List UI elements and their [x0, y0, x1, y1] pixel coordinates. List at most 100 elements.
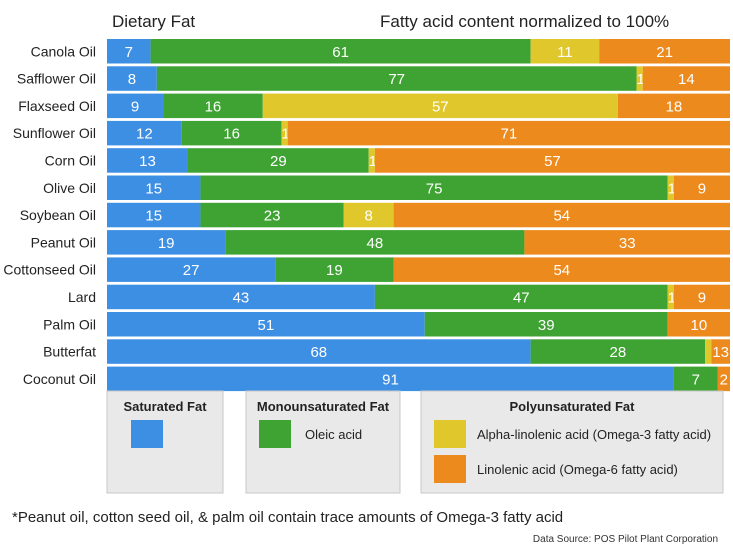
bar-segment	[667, 284, 674, 310]
data-label: 21	[656, 44, 673, 61]
chart-subtitle: Fatty acid content normalized to 100%	[380, 12, 669, 31]
bar-segment	[107, 148, 188, 173]
legend-swatch-oleic	[259, 420, 291, 448]
data-label: 1	[668, 180, 676, 197]
bar-segment	[262, 93, 618, 119]
bar-segment	[374, 284, 668, 310]
legend-group-title-polyunsaturated: Polyunsaturated Fat	[510, 399, 636, 414]
bar-segment	[368, 148, 375, 173]
category-label: Olive Oil	[43, 180, 96, 196]
data-label: 28	[610, 344, 627, 361]
bar-segment	[673, 284, 730, 310]
data-label: 68	[310, 344, 327, 361]
legend-group-title-saturated: Saturated Fat	[123, 399, 207, 414]
legend-swatch-omega3	[434, 420, 466, 448]
bar-segment	[107, 66, 157, 91]
bar-segment	[673, 175, 730, 200]
bar-segment	[107, 257, 276, 282]
data-label: 54	[553, 262, 570, 279]
data-label: 57	[544, 153, 561, 170]
footnote: *Peanut oil, cotton seed oil, & palm oil…	[12, 509, 563, 526]
legend-panel-saturated	[106, 390, 224, 494]
category-label: Palm Oil	[43, 316, 96, 332]
bar-segment	[163, 93, 263, 119]
bar-segment	[107, 366, 674, 392]
category-label: Safflower Oil	[17, 71, 96, 87]
bar-segment	[225, 230, 525, 255]
data-label: 23	[264, 208, 281, 225]
data-label: 33	[619, 235, 636, 252]
data-label: 13	[712, 344, 729, 361]
bar-segment	[107, 230, 226, 255]
data-label: 39	[538, 317, 555, 334]
data-label: 9	[698, 180, 706, 197]
data-label: 2	[720, 371, 728, 388]
bar-segment	[705, 339, 712, 364]
bar-segment	[107, 175, 201, 200]
data-label: 10	[691, 317, 708, 334]
bar-segment	[711, 339, 730, 364]
bar-segment	[107, 312, 425, 337]
data-label: 9	[131, 98, 139, 115]
bar-segment	[524, 230, 730, 255]
data-label: 48	[367, 235, 384, 252]
category-label: Peanut Oil	[31, 234, 96, 250]
bar-segment	[107, 339, 531, 364]
bar-segment	[275, 257, 394, 282]
legend-panel-polyunsaturated	[420, 390, 724, 494]
category-label: Coconut Oil	[23, 371, 96, 387]
bar-segment	[667, 312, 730, 337]
data-label: 75	[426, 180, 443, 197]
bar-segment	[107, 39, 151, 64]
data-label: 91	[382, 371, 399, 388]
category-labels: Canola Oil Safflower Oil Flaxseed Oil Sunfl…	[3, 43, 96, 387]
bar-segment	[181, 120, 282, 146]
bar-segment	[530, 339, 706, 364]
data-label: 54	[553, 208, 570, 225]
bar-segment	[717, 366, 730, 392]
bar-segment	[667, 175, 674, 200]
bar-segment	[107, 284, 375, 310]
data-label: 57	[432, 98, 449, 115]
data-label: 11	[557, 44, 573, 61]
data-label: 16	[205, 98, 222, 115]
category-label: Canola Oil	[31, 43, 96, 59]
data-label: 47	[513, 289, 530, 306]
data-label: 1	[636, 71, 644, 88]
legend-label-omega3: Alpha-linolenic acid (Omega-3 fatty acid…	[477, 427, 711, 442]
data-label: 14	[678, 71, 695, 88]
bar-segment	[107, 202, 201, 228]
chart-title: Dietary Fat	[112, 12, 195, 31]
data-label: 15	[145, 180, 162, 197]
category-label: Lard	[68, 289, 96, 305]
legend-group-title-monounsaturated: Monounsaturated Fat	[257, 399, 390, 414]
legend-label-omega6: Linolenic acid (Omega-6 fatty acid)	[477, 462, 678, 477]
bar-segment	[107, 93, 164, 119]
bar-segment	[287, 120, 730, 146]
data-label: 7	[125, 44, 133, 61]
legend-label-oleic: Oleic acid	[305, 427, 362, 442]
data-label: 16	[223, 126, 240, 143]
bar-segment	[156, 66, 637, 91]
legend-swatch-omega6	[434, 455, 466, 483]
bar-segment	[530, 39, 600, 64]
bar-segment	[393, 202, 730, 228]
category-label: Corn Oil	[45, 152, 96, 168]
bar-segment	[636, 66, 643, 91]
data-label: 12	[136, 126, 153, 143]
bar-segment	[187, 148, 369, 173]
category-label: Sunflower Oil	[13, 125, 96, 141]
data-label: 7	[692, 371, 700, 388]
data-label: 51	[258, 317, 275, 334]
bar-segment	[281, 120, 288, 146]
category-label: Cottonseed Oil	[3, 262, 96, 278]
bar-segment	[107, 120, 182, 146]
data-label: 1	[668, 289, 676, 306]
bar-segment	[150, 39, 531, 64]
bar-segment	[393, 257, 730, 282]
data-label: 43	[233, 289, 250, 306]
legend: Saturated Fat Monounsaturated Fat Oleic …	[106, 390, 724, 494]
data-label: 8	[364, 208, 372, 225]
